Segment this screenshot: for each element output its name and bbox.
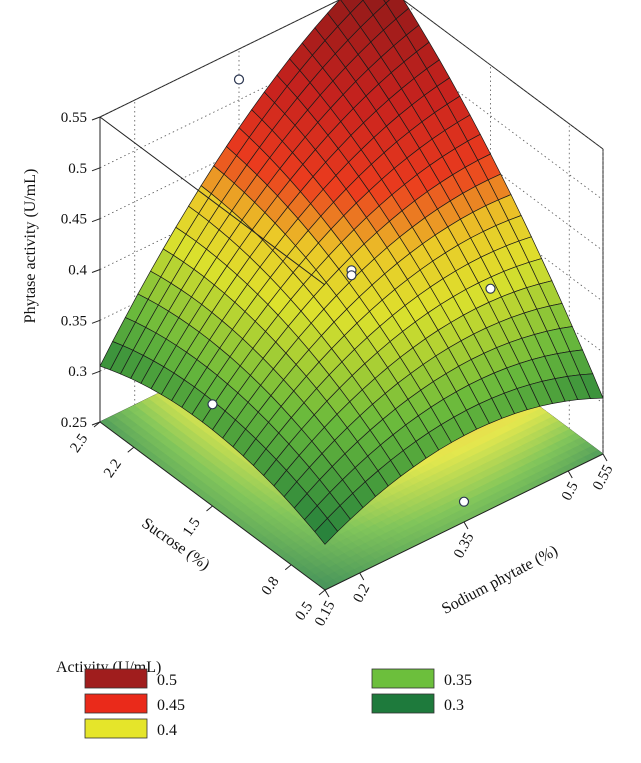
x-tick-mark <box>602 453 608 462</box>
z-tick-mark <box>91 370 101 375</box>
y-tick-label: 2.2 <box>101 456 125 481</box>
surface-patch <box>383 0 390 4</box>
legend-swatch <box>84 668 148 689</box>
legend-label: 0.3 <box>444 697 464 714</box>
z-tick-label: 0.5 <box>68 161 87 177</box>
observed-points <box>207 74 496 507</box>
z-tick-label: 0.45 <box>61 212 87 228</box>
y-tick-label: 2.5 <box>67 431 91 456</box>
z-tick-mark <box>91 269 101 273</box>
z-tick-mark <box>91 116 101 121</box>
x-tick-mark <box>463 521 469 530</box>
observed-point <box>458 496 470 507</box>
x-tick-label: 0.55 <box>590 462 616 493</box>
y-tick-mark <box>206 505 213 512</box>
legend-label: 0.45 <box>157 697 185 714</box>
observed-point <box>346 270 357 281</box>
legend-swatch <box>371 668 435 689</box>
z-tick-label: 0.25 <box>61 415 87 431</box>
z-tick-label: 0.35 <box>61 313 87 329</box>
response-surface <box>99 0 604 545</box>
x-tick-label: 0.2 <box>350 581 373 605</box>
z-tick-mark <box>91 319 101 324</box>
x-tick-label: 0.5 <box>559 479 582 503</box>
y-tick-label: 1.5 <box>180 515 204 540</box>
z-axis-title: Phytase activity (U/mL) <box>22 169 39 324</box>
x-tick-label: 0.15 <box>312 598 338 629</box>
z-axis: 0.25 0.3 0.35 0.4 0.45 0.5 0.55 <box>61 110 101 431</box>
y-tick-label: 0.8 <box>259 574 283 599</box>
z-tick-mark <box>91 167 101 172</box>
z-tick-label: 0.4 <box>68 263 87 279</box>
z-tick-label: 0.3 <box>68 364 87 380</box>
y-tick-mark <box>127 446 135 453</box>
legend-label: 0.5 <box>157 672 177 689</box>
y-tick-mark <box>284 564 292 571</box>
y-tick-mark <box>318 589 326 596</box>
x-tick-mark <box>324 589 330 598</box>
legend: Activity (U/mL) 0.50.450.40.350.3 <box>56 659 472 739</box>
z-tick-label: 0.55 <box>61 110 87 126</box>
y-tick-mark <box>93 421 101 428</box>
legend-swatch <box>371 693 435 714</box>
x-tick-label: 0.35 <box>451 530 477 561</box>
x-tick-mark <box>567 470 573 479</box>
x-tick-mark <box>359 572 365 581</box>
legend-swatch <box>84 693 148 714</box>
observed-point <box>207 399 218 410</box>
observed-point <box>485 283 496 294</box>
legend-label: 0.35 <box>444 672 472 689</box>
legend-label: 0.4 <box>157 722 177 739</box>
z-tick-mark <box>91 218 101 223</box>
box-edge <box>99 116 326 286</box>
surface-patch <box>314 517 339 545</box>
legend-swatch <box>84 718 148 739</box>
observed-point <box>233 74 245 85</box>
